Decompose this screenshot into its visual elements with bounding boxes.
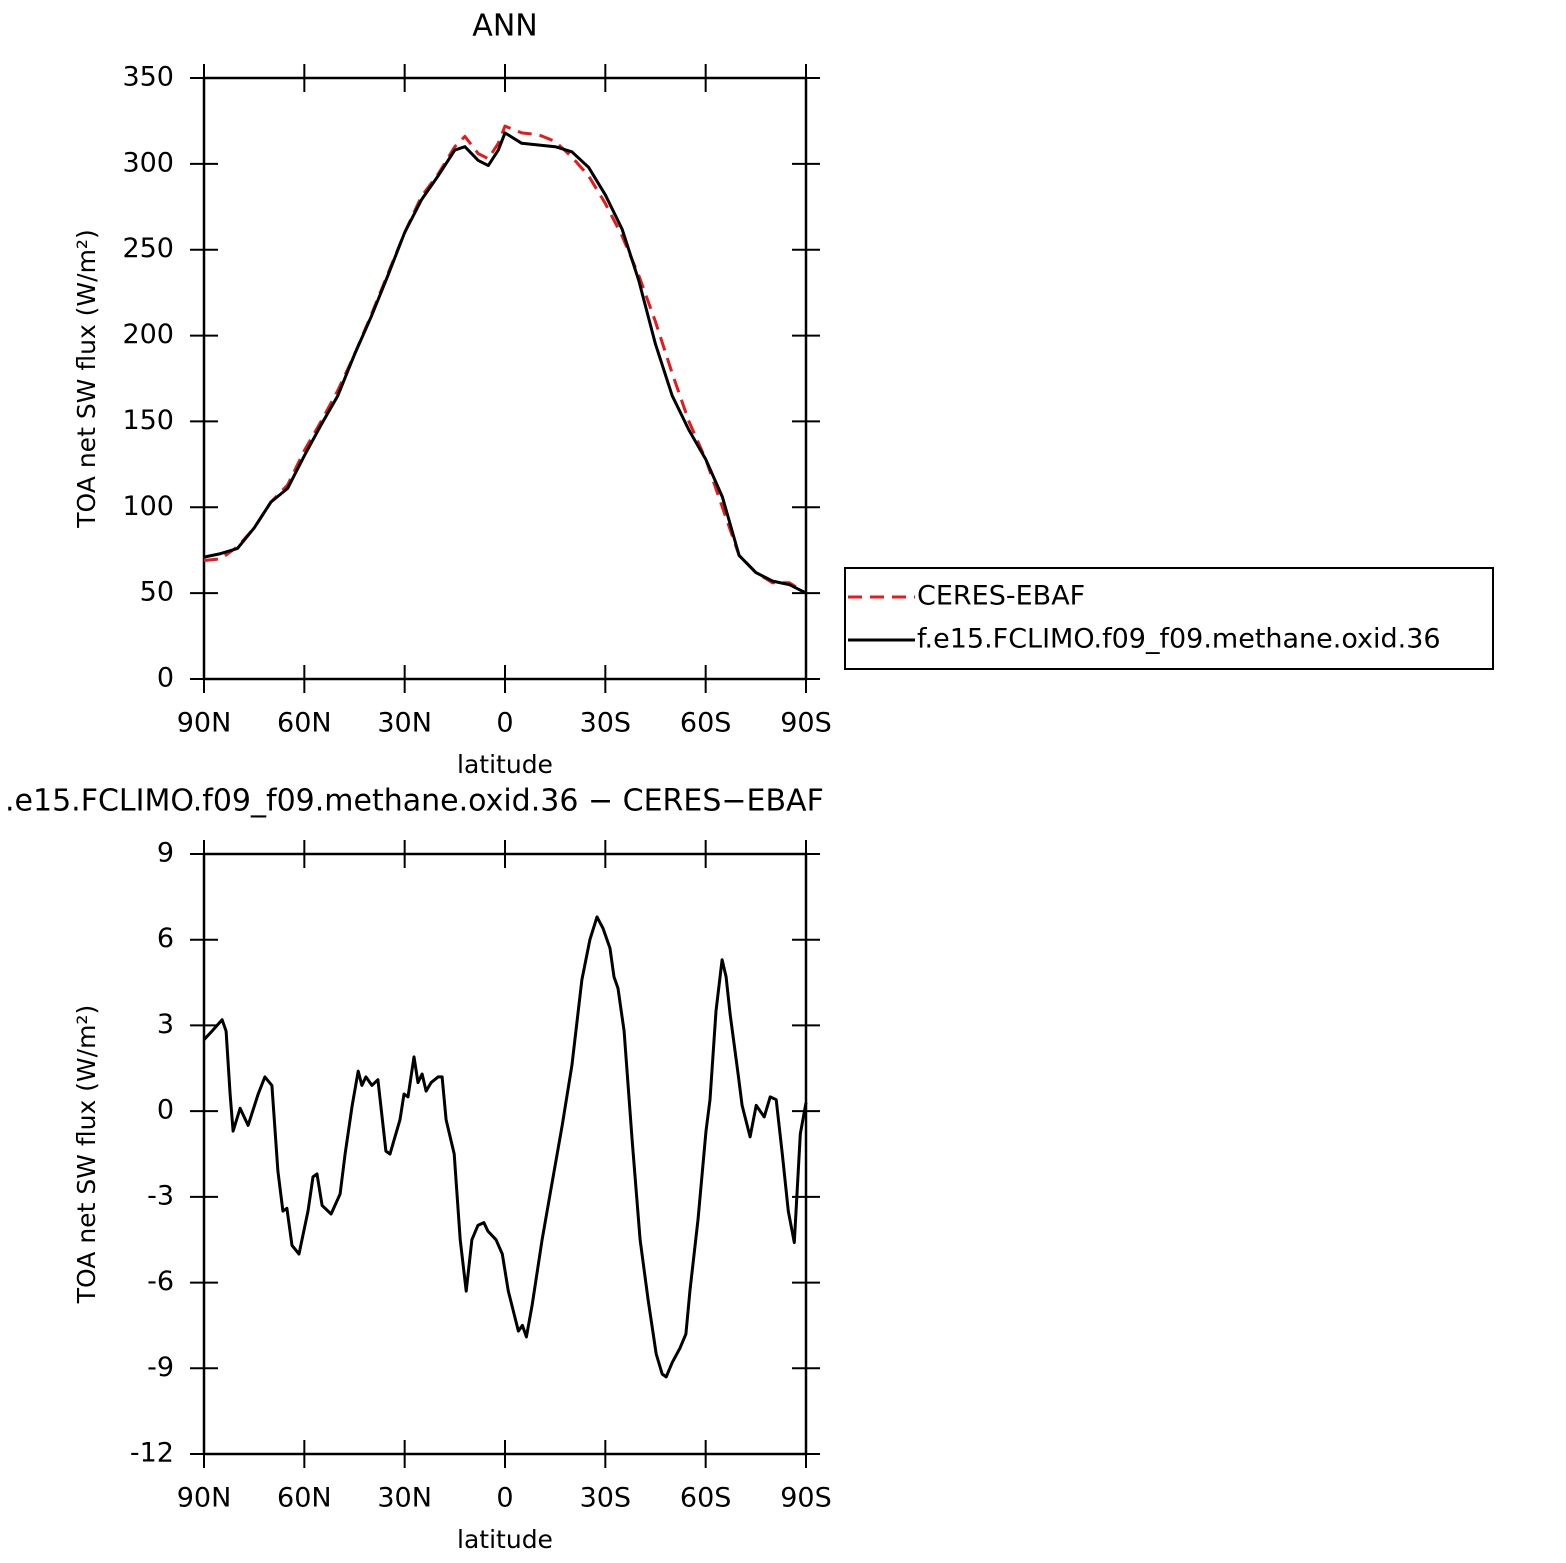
x-tick-label: 90N [177,708,232,739]
plot-frame [202,852,808,1456]
x-tick-label: 90S [780,1483,832,1514]
y-tick-label: 150 [122,405,174,436]
x-tick-label: 60S [680,708,732,739]
legend-box [844,567,1494,670]
data-line [203,131,807,595]
x-tick-label: 30S [580,708,632,739]
y-axis-label: TOA net SW flux (W/m²) [72,229,101,528]
y-tick-label: 200 [122,319,174,350]
data-line [203,124,807,595]
x-axis-label: latitude [457,1525,553,1554]
x-tick-label: 0 [496,1483,513,1514]
x-axis-label: latitude [457,750,553,779]
chart-title: ANN [472,9,537,44]
x-tick-label: 0 [496,708,513,739]
y-tick-label: 350 [122,62,174,93]
x-tick-label: 30S [580,1483,632,1514]
y-tick-label: 0 [157,1095,174,1126]
data-line [202,915,808,1379]
y-tick-label: 300 [122,147,174,178]
legend-label: CERES-EBAF [917,581,1085,612]
x-tick-label: 60S [680,1483,732,1514]
y-tick-label: 0 [157,663,174,694]
x-tick-label: 30N [377,1483,432,1514]
plot-frame [202,76,808,681]
y-axis-label: TOA net SW flux (W/m²) [72,1005,101,1304]
x-tick-label: 60N [277,708,332,739]
x-tick-label: 90N [177,1483,232,1514]
x-tick-label: 90S [780,708,832,739]
y-tick-label: -12 [130,1438,174,1469]
y-tick-label: 6 [157,923,174,954]
y-tick-label: -9 [147,1352,174,1383]
y-tick-label: 9 [157,838,174,869]
y-tick-label: 250 [122,233,174,264]
y-tick-label: 3 [157,1009,174,1040]
x-tick-label: 60N [277,1483,332,1514]
y-tick-label: 50 [140,577,174,608]
legend-label: f.e15.FCLIMO.f09_f09.methane.oxid.36 [917,624,1441,655]
y-tick-label: -3 [147,1180,174,1211]
y-tick-label: -6 [147,1266,174,1297]
y-tick-label: 100 [122,491,174,522]
x-tick-label: 30N [377,708,432,739]
chart-title: .e15.FCLIMO.f09_f09.methane.oxid.36 − CE… [5,784,824,819]
